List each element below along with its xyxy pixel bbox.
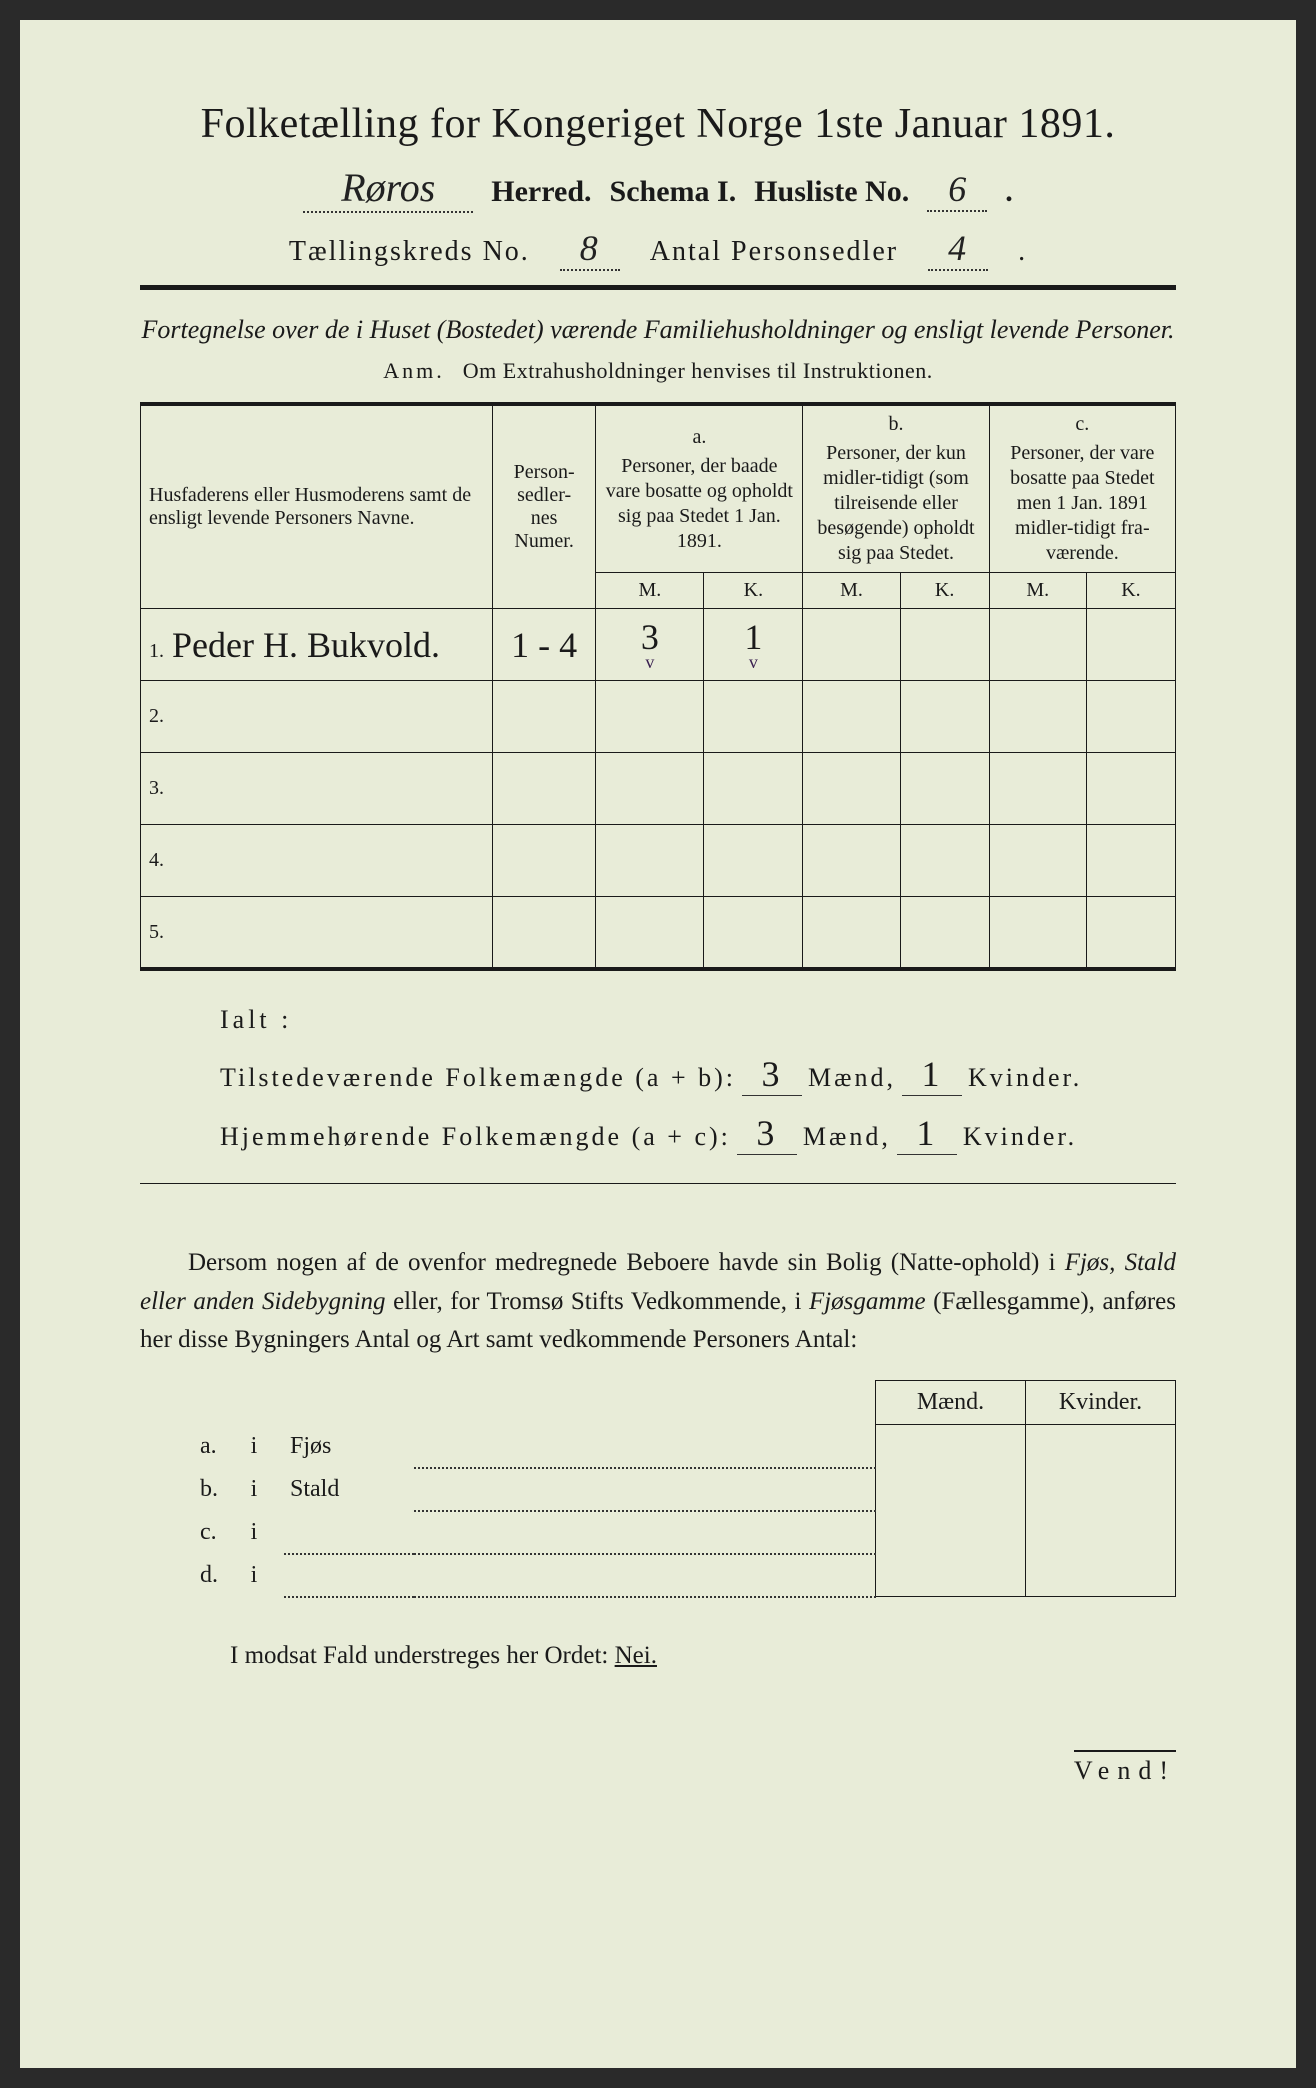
row-index: 2. <box>149 705 164 727</box>
ialt-label: Ialt : <box>220 1005 1176 1035</box>
th-a-k: K. <box>704 573 803 609</box>
row-index: 1. <box>149 640 164 663</box>
th-name: Husfaderens eller Husmoderens samt de en… <box>141 404 493 609</box>
tick-mark: v <box>712 652 794 673</box>
row-index: 4. <box>149 849 164 871</box>
herred-label: Herred. <box>491 175 591 209</box>
th-a-m: M. <box>596 573 704 609</box>
row-aM: 3 <box>641 617 659 657</box>
row-index: 5. <box>149 921 164 943</box>
nei-word: Nei. <box>615 1642 657 1669</box>
bottom-maend: Mænd. <box>876 1381 1026 1425</box>
anm-text: Om Extrahusholdninger henvises til Instr… <box>463 358 933 383</box>
bottom-kvinder: Kvinder. <box>1026 1381 1176 1425</box>
ialt-block: Ialt : Tilstedeværende Folkemængde (a + … <box>140 1005 1176 1155</box>
row-name: Peder H. Bukvold. <box>172 624 440 666</box>
bottom-row: c. i <box>140 1511 1176 1554</box>
row-num-val: 1 - 4 <box>511 625 577 665</box>
schema-label: Schema I. <box>610 175 737 209</box>
table-row: 5. <box>141 897 1176 969</box>
bottom-row: d. i <box>140 1554 1176 1597</box>
vend-label: Vend! <box>1074 1750 1176 1786</box>
table-row: 3. <box>141 753 1176 825</box>
ialt-line-1: Tilstedeværende Folkemængde (a + b): 3 M… <box>220 1053 1176 1096</box>
rule-1 <box>140 285 1176 290</box>
census-table: Husfaderens eller Husmoderens samt de en… <box>140 402 1176 971</box>
kreds-value: 8 <box>560 227 620 271</box>
table-row: 4. <box>141 825 1176 897</box>
kreds-label: Tællingskreds No. <box>289 236 530 268</box>
personsedler-value: 4 <box>928 227 988 271</box>
bottom-row: a. i Fjøs <box>140 1425 1176 1468</box>
row-aK: 1 <box>744 617 762 657</box>
header-line-3: Tællingskreds No. 8 Antal Personsedler 4… <box>140 227 1176 271</box>
th-c-m: M. <box>989 573 1086 609</box>
husliste-label: Husliste No. <box>754 175 909 209</box>
husliste-value: 6 <box>927 168 987 212</box>
paragraph: Dersom nogen af de ovenfor medregnede Be… <box>140 1244 1176 1360</box>
rule-2 <box>140 1183 1176 1184</box>
ialt-2-m: 3 <box>737 1112 797 1155</box>
header-line-2: Røros Herred. Schema I. Husliste No. 6 . <box>140 164 1176 213</box>
bottom-row: b. i Stald <box>140 1468 1176 1511</box>
personsedler-label: Antal Personsedler <box>650 236 898 268</box>
subtitle: Fortegnelse over de i Huset (Bostedet) v… <box>140 312 1176 348</box>
th-b-k: K. <box>900 573 989 609</box>
bottom-table: Mænd. Kvinder. a. i Fjøs b. i Stald c. i… <box>140 1380 1176 1598</box>
th-c: c. Personer, der vare bosatte paa Stedet… <box>989 404 1175 573</box>
tick-mark: v <box>604 652 695 673</box>
th-b-m: M. <box>803 573 900 609</box>
herred-value: Røros <box>303 164 473 213</box>
ialt-1-k: 1 <box>902 1053 962 1096</box>
ialt-1-m: 3 <box>742 1053 802 1096</box>
census-form-page: Folketælling for Kongeriget Norge 1ste J… <box>20 20 1296 2068</box>
th-b: b. Personer, der kun midler-tidigt (som … <box>803 404 989 573</box>
ialt-2-k: 1 <box>897 1112 957 1155</box>
table-row: 1. Peder H. Bukvold. 1 - 4 3 v 1 v <box>141 609 1176 681</box>
anm-line: Anm. Om Extrahusholdninger henvises til … <box>140 358 1176 384</box>
table-row: 2. <box>141 681 1176 753</box>
row-index: 3. <box>149 777 164 799</box>
nei-line: I modsat Fald understreges her Ordet: Ne… <box>140 1642 1176 1670</box>
th-c-k: K. <box>1086 573 1175 609</box>
ialt-line-2: Hjemmehørende Folkemængde (a + c): 3 Mæn… <box>220 1112 1176 1155</box>
th-a: a. Personer, der baade vare bosatte og o… <box>596 404 803 573</box>
page-title: Folketælling for Kongeriget Norge 1ste J… <box>140 100 1176 148</box>
th-num: Person- sedler- nes Numer. <box>492 404 596 609</box>
anm-lead: Anm. <box>383 358 445 383</box>
